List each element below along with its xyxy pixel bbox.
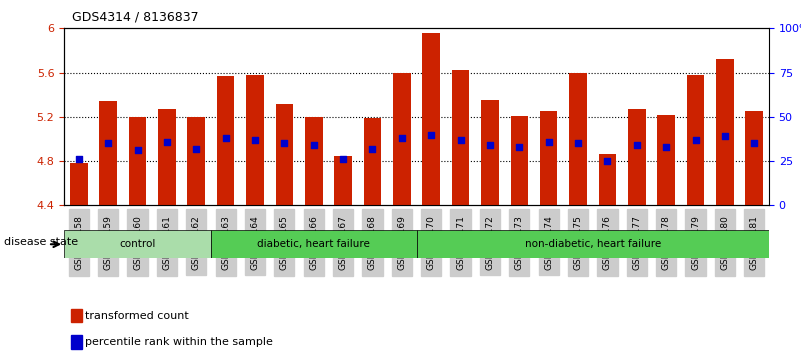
Point [278,141,291,146]
Text: disease state: disease state [4,238,78,247]
Point [689,137,702,143]
Point [131,148,144,153]
Point [660,144,673,150]
Bar [70,163,87,205]
Text: diabetic, heart failure: diabetic, heart failure [257,239,370,249]
Bar [481,100,499,205]
Bar [540,111,557,205]
Point [160,139,173,144]
Point [219,135,232,141]
Bar [217,76,235,205]
Point [190,146,203,152]
Bar [598,154,616,205]
Bar [658,115,675,205]
Point [336,156,349,162]
Bar [71,336,82,349]
Bar [628,109,646,205]
Bar [276,104,293,205]
Bar [570,73,587,205]
Bar [246,75,264,205]
Bar [452,70,469,205]
Point [396,135,409,141]
Point [102,141,115,146]
Point [308,142,320,148]
Text: GDS4314 / 8136837: GDS4314 / 8136837 [72,11,199,24]
Point [248,137,261,143]
FancyBboxPatch shape [64,230,211,258]
Text: transformed count: transformed count [85,311,189,321]
Bar [686,75,704,205]
Bar [422,33,440,205]
FancyBboxPatch shape [417,230,769,258]
Point [425,132,437,137]
Bar [393,73,411,205]
Point [72,156,85,162]
Bar [716,59,734,205]
Bar [746,111,763,205]
Bar [364,118,381,205]
Bar [187,117,205,205]
Point [601,158,614,164]
Bar [129,117,147,205]
Bar [510,116,528,205]
Bar [158,109,175,205]
Point [366,146,379,152]
Point [454,137,467,143]
Bar [99,101,117,205]
Point [542,139,555,144]
Text: percentile rank within the sample: percentile rank within the sample [85,337,273,347]
Point [748,141,761,146]
Point [572,141,585,146]
Bar [71,309,82,322]
Text: non-diabetic, heart failure: non-diabetic, heart failure [525,239,661,249]
Point [630,142,643,148]
Point [484,142,497,148]
Bar [305,117,323,205]
Bar [334,155,352,205]
Text: control: control [119,239,155,249]
FancyBboxPatch shape [211,230,417,258]
Point [718,133,731,139]
Point [513,144,525,150]
